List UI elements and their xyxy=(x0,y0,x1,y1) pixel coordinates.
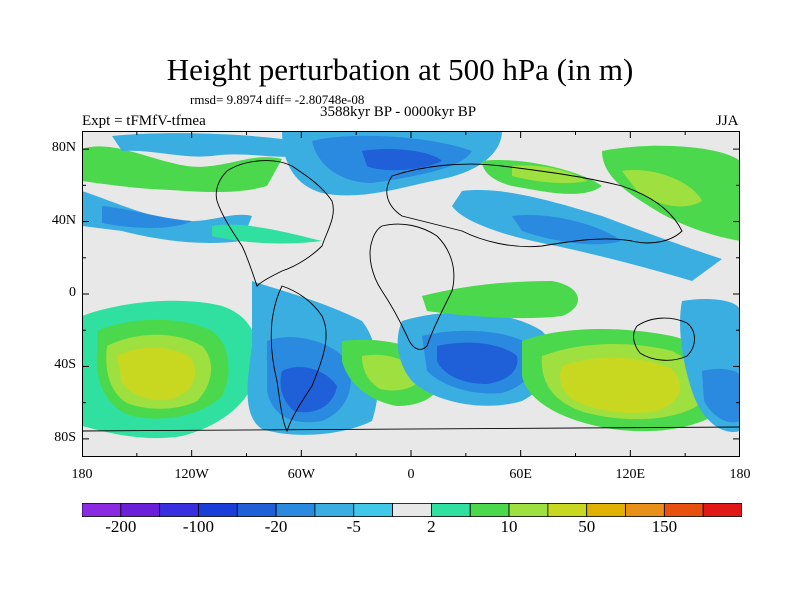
negative-region xyxy=(362,149,442,171)
field-layer xyxy=(82,131,740,457)
colorbar-box xyxy=(663,503,704,517)
negative-region xyxy=(112,133,297,157)
period-label: 3588kyr BP - 0000kyr BP xyxy=(320,104,477,120)
colorbar-label: 50 xyxy=(578,517,596,536)
positive-region xyxy=(622,170,702,207)
lon-tick-label: 60W xyxy=(287,467,315,482)
colorbar-box xyxy=(469,503,510,517)
coastlines xyxy=(82,160,740,433)
colorbar-label: -100 xyxy=(182,517,215,536)
colorbar-box xyxy=(353,503,393,517)
lat-tick-label: 80N xyxy=(51,140,76,156)
season-label: JJA xyxy=(716,113,739,129)
experiment-label: Expt = tFMfV-tfmea xyxy=(82,113,206,129)
colorbar-box xyxy=(275,503,316,517)
lat-tick-label: 80S xyxy=(54,429,76,445)
colorbar-box xyxy=(314,503,355,517)
lat-tick-label: 0 xyxy=(69,285,76,300)
lon-tick-label: 60E xyxy=(509,467,532,482)
colorbar-box xyxy=(508,503,549,517)
lat-tick-label: 40S xyxy=(54,357,76,373)
positive-region xyxy=(82,146,282,193)
positive-region xyxy=(560,357,680,413)
colorbar-box xyxy=(547,503,588,517)
colorbar-label: 150 xyxy=(651,517,678,536)
colorbar-box xyxy=(82,503,122,517)
lat-tick-label: 40N xyxy=(51,212,76,228)
colorbar-label: -20 xyxy=(264,517,288,536)
colorbar-label: -5 xyxy=(346,517,361,536)
colorbar-box xyxy=(120,503,161,517)
lon-tick-label: 120W xyxy=(174,467,209,482)
colorbar-box xyxy=(702,503,742,517)
colorbar-box xyxy=(392,503,432,517)
positive-region xyxy=(422,281,579,319)
colorbar xyxy=(82,503,742,517)
stats-line: rmsd= 9.8974 diff= -2.80748e-08 xyxy=(190,92,365,107)
map-panel xyxy=(82,131,740,457)
colorbar-box xyxy=(586,503,626,517)
colorbar-label: -200 xyxy=(105,517,137,536)
lon-tick-label: 120E xyxy=(615,467,646,482)
negative-region xyxy=(280,366,337,413)
axis-ticks xyxy=(82,131,740,457)
negative-region xyxy=(102,206,192,228)
lon-tick-label: 180 xyxy=(729,467,751,482)
negative-region xyxy=(82,191,252,243)
colorbar-box xyxy=(625,503,665,517)
plot-title: Height perturbation at 500 hPa (in m) xyxy=(166,52,634,87)
negative-region xyxy=(512,215,622,245)
colorbar-box xyxy=(236,503,277,517)
colorbar-box xyxy=(431,503,471,517)
colorbar-label: 2 xyxy=(427,517,436,536)
colorbar-box xyxy=(159,503,199,517)
positive-region xyxy=(117,347,196,401)
negative-region xyxy=(702,368,740,423)
lon-tick-label: 180 xyxy=(71,467,93,482)
colorbar-label: 10 xyxy=(500,517,518,536)
negative-region xyxy=(437,342,518,384)
positive-region xyxy=(212,224,322,244)
lon-tick-label: 0 xyxy=(407,467,415,482)
colorbar-box xyxy=(198,503,238,517)
